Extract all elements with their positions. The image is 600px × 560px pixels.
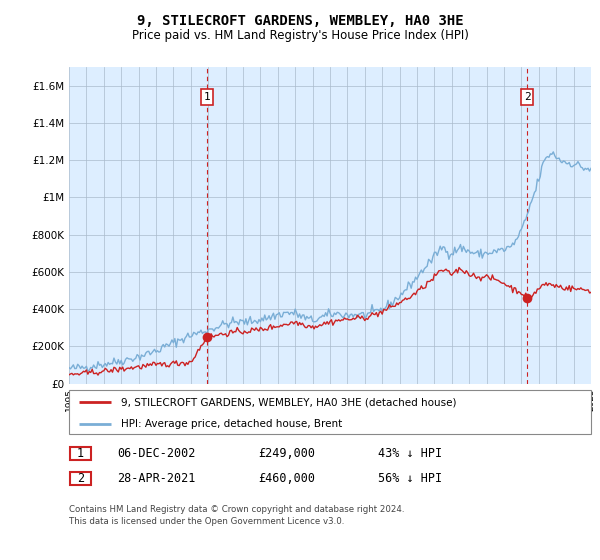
Text: 9, STILECROFT GARDENS, WEMBLEY, HA0 3HE (detached house): 9, STILECROFT GARDENS, WEMBLEY, HA0 3HE … — [121, 397, 457, 407]
Text: £249,000: £249,000 — [258, 447, 315, 460]
Text: 43% ↓ HPI: 43% ↓ HPI — [378, 447, 442, 460]
Text: Price paid vs. HM Land Registry's House Price Index (HPI): Price paid vs. HM Land Registry's House … — [131, 29, 469, 42]
Text: 06-DEC-2002: 06-DEC-2002 — [117, 447, 196, 460]
Text: £460,000: £460,000 — [258, 472, 315, 486]
Text: This data is licensed under the Open Government Licence v3.0.: This data is licensed under the Open Gov… — [69, 517, 344, 526]
Text: 2: 2 — [524, 92, 530, 102]
Text: 2: 2 — [77, 472, 84, 486]
Text: 1: 1 — [203, 92, 210, 102]
Text: 1: 1 — [77, 447, 84, 460]
Text: HPI: Average price, detached house, Brent: HPI: Average price, detached house, Bren… — [121, 419, 343, 430]
Text: 56% ↓ HPI: 56% ↓ HPI — [378, 472, 442, 486]
Text: 9, STILECROFT GARDENS, WEMBLEY, HA0 3HE: 9, STILECROFT GARDENS, WEMBLEY, HA0 3HE — [137, 14, 463, 28]
Text: 28-APR-2021: 28-APR-2021 — [117, 472, 196, 486]
Text: Contains HM Land Registry data © Crown copyright and database right 2024.: Contains HM Land Registry data © Crown c… — [69, 505, 404, 514]
